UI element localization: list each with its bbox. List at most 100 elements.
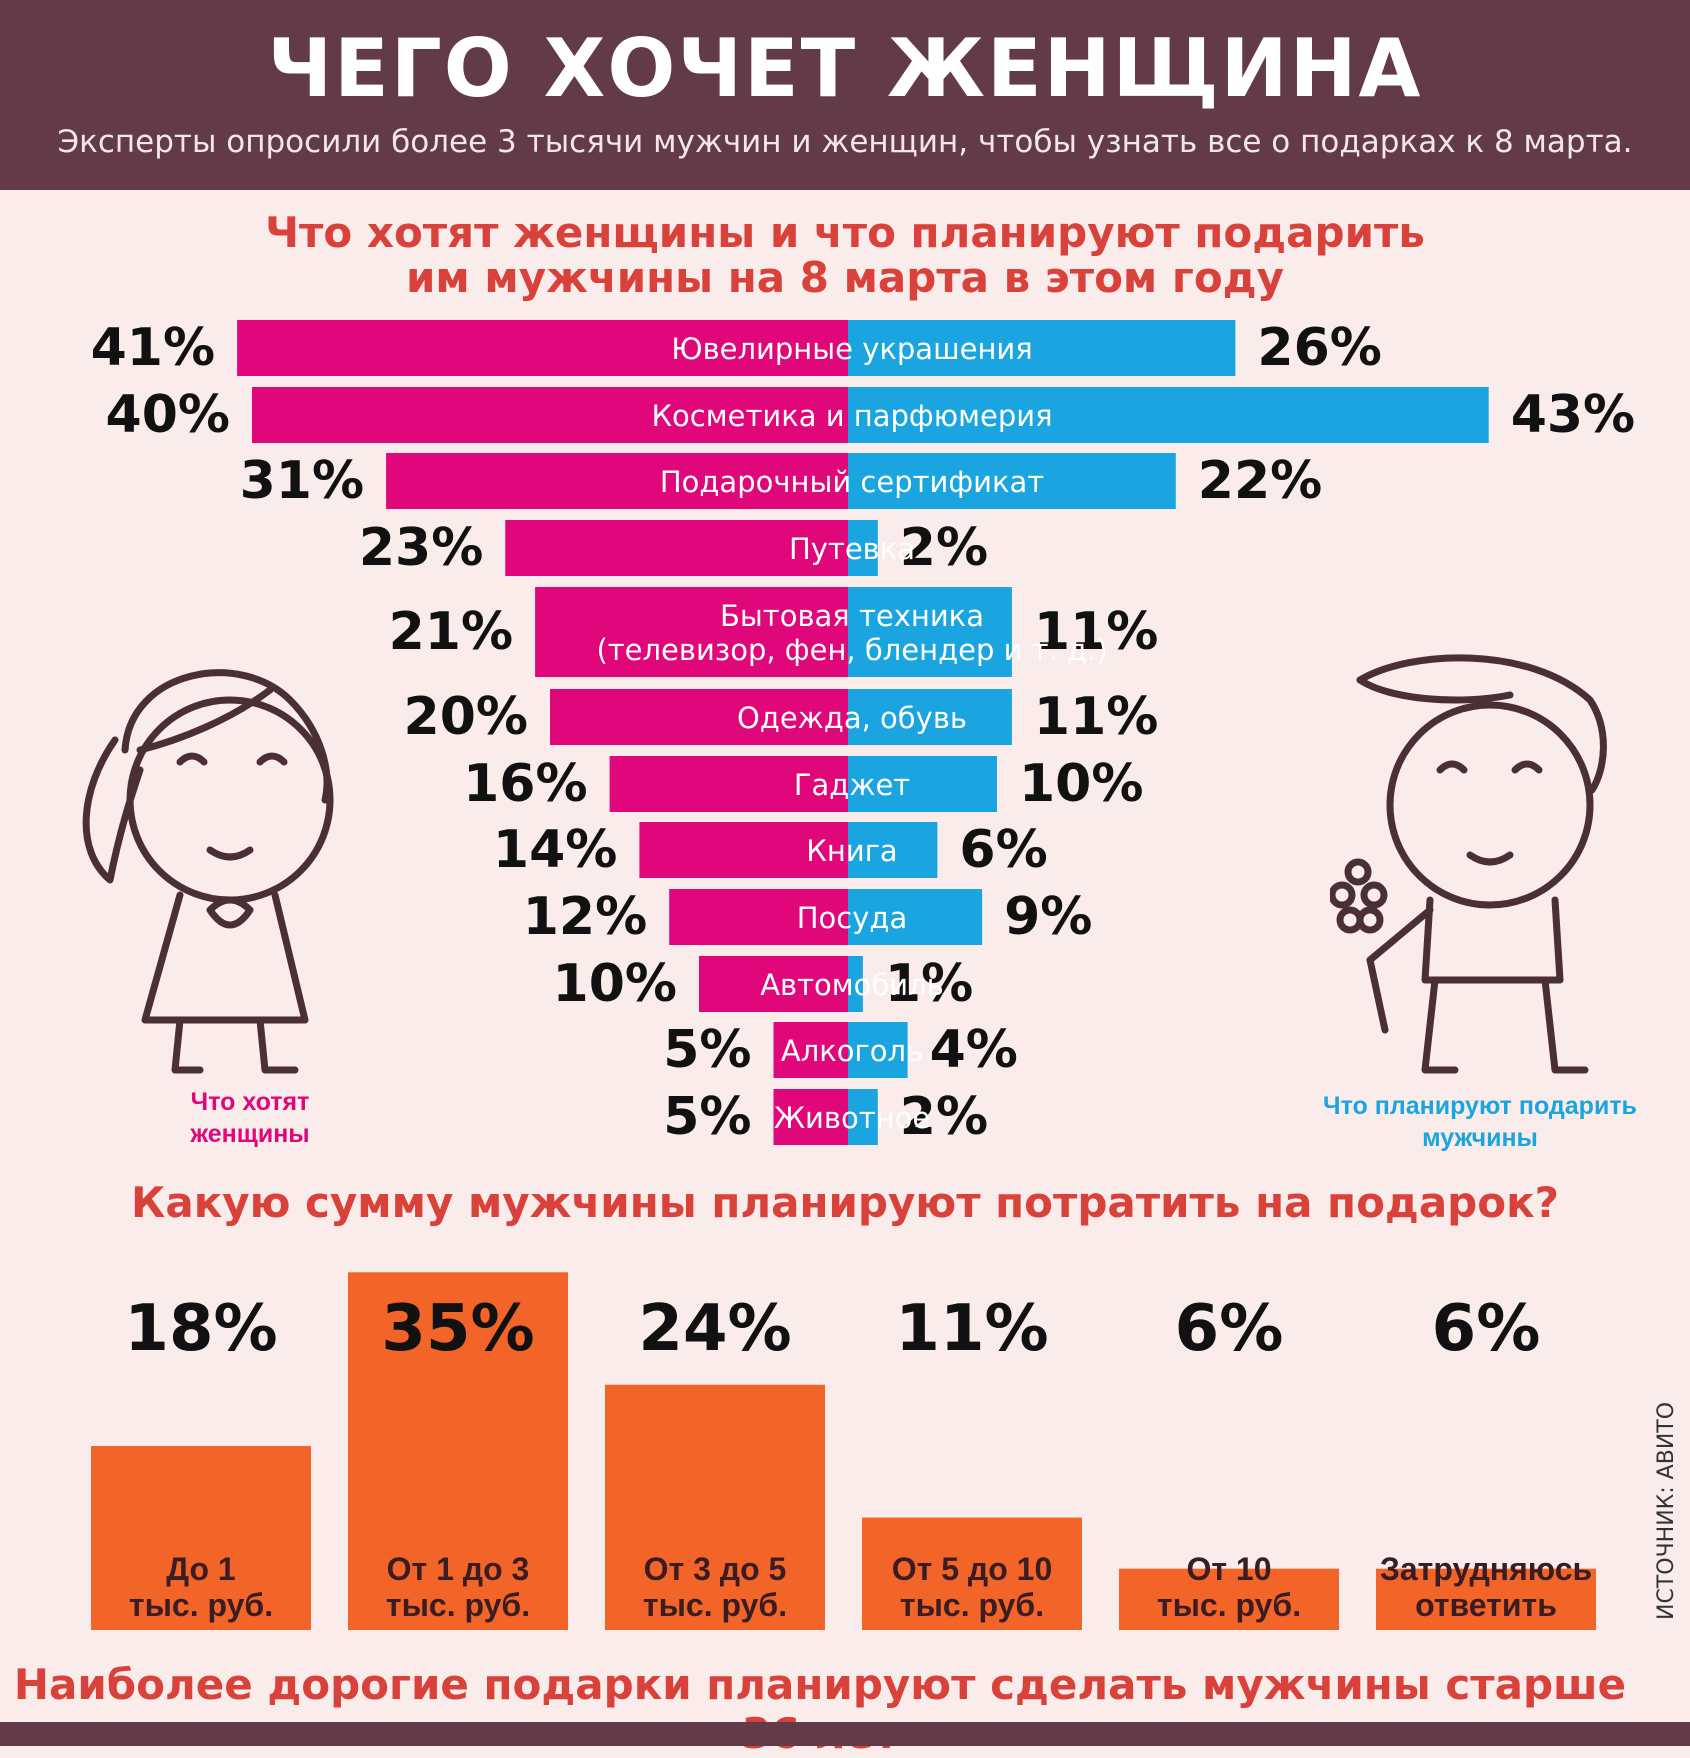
- label-women-3: 23%: [359, 518, 483, 578]
- category-label-10: Алкоголь: [781, 1034, 923, 1068]
- bar-men-4: [848, 587, 1012, 677]
- budget-label-1-line0: От 1 до 3: [387, 1551, 530, 1587]
- label-men-0: 26%: [1257, 318, 1381, 378]
- gifts-chart-title-line1: Что хотят женщины и что планируют подари…: [265, 208, 1425, 257]
- budget-value-0: 18%: [124, 1292, 277, 1366]
- category-label-3: Путевка: [789, 532, 915, 566]
- bar-men-11: [848, 1089, 878, 1145]
- bottom-note: Наиболее дорогие подарки планируют сдела…: [13, 1660, 1627, 1758]
- category-label-4-line0: Бытовая техника: [720, 599, 984, 633]
- label-women-8: 12%: [523, 887, 647, 947]
- source-label: ИСТОЧНИК: АВИТО: [1654, 1401, 1679, 1620]
- label-men-11: 2%: [900, 1087, 988, 1147]
- page-subtitle: Эксперты опросили более 3 тысячи мужчин …: [57, 124, 1633, 160]
- bar-men-5: [848, 689, 1012, 745]
- legend-women: Что хотят женщины: [140, 1086, 360, 1150]
- budget-bar-2: [605, 1384, 825, 1630]
- category-label-1: Косметика и парфюмерия: [651, 399, 1052, 433]
- bar-men-7: [848, 822, 938, 878]
- budget-label-2-line0: От 3 до 5: [644, 1551, 787, 1587]
- category-label-6: Гаджет: [794, 768, 910, 802]
- bar-women-2: [386, 453, 848, 509]
- label-men-4: 11%: [1034, 602, 1158, 662]
- budget-value-2: 24%: [638, 1292, 791, 1366]
- label-men-5: 11%: [1034, 687, 1158, 747]
- gifts-chart-title: Что хотят женщины и что планируют подари…: [0, 210, 1690, 300]
- bar-women-11: [773, 1089, 848, 1145]
- label-women-0: 41%: [91, 318, 215, 378]
- label-women-5: 20%: [404, 687, 528, 747]
- bar-men-9: [848, 956, 863, 1012]
- bar-women-7: [639, 822, 848, 878]
- budget-label-5-line0: Затрудняюсь: [1380, 1551, 1592, 1587]
- bar-women-0: [237, 320, 849, 376]
- bar-women-4: [535, 587, 848, 677]
- bar-women-10: [773, 1022, 848, 1078]
- budget-bar-5: [1376, 1568, 1596, 1630]
- bar-women-5: [550, 689, 848, 745]
- bar-women-6: [609, 756, 848, 812]
- budget-bar-4: [1119, 1568, 1339, 1630]
- bar-women-8: [669, 889, 848, 945]
- budget-label-1-line1: тыс. руб.: [386, 1587, 530, 1623]
- legend-women-line1: Что хотят: [190, 1088, 310, 1116]
- label-women-2: 31%: [240, 451, 364, 511]
- budget-label-0-line1: тыс. руб.: [129, 1587, 273, 1623]
- girl-illustration: [82, 669, 334, 1074]
- bar-men-0: [848, 320, 1236, 376]
- budget-chart-title: Какую сумму мужчины планируют потратить …: [131, 1178, 1559, 1227]
- label-men-6: 10%: [1019, 754, 1143, 814]
- header-banner: ЧЕГО ХОЧЕТ ЖЕНЩИНА Эксперты опросили бол…: [0, 0, 1690, 190]
- category-label-5: Одежда, обувь: [737, 701, 967, 735]
- category-label-2: Подарочный сертификат: [660, 465, 1044, 499]
- boy-illustration: [1330, 654, 1607, 1074]
- budget-label-4-line1: тыс. руб.: [1157, 1587, 1301, 1623]
- label-women-4: 21%: [389, 602, 513, 662]
- bar-men-6: [848, 756, 997, 812]
- label-women-6: 16%: [463, 754, 587, 814]
- category-label-8: Посуда: [797, 901, 907, 935]
- label-men-8: 9%: [1004, 887, 1092, 947]
- label-women-11: 5%: [663, 1087, 751, 1147]
- label-men-3: 2%: [900, 518, 988, 578]
- legend-men-line2: мужчины: [1422, 1124, 1538, 1152]
- gifts-chart-title-line2: им мужчины на 8 марта в этом году: [406, 253, 1284, 302]
- bar-men-3: [848, 520, 878, 576]
- bar-women-1: [252, 387, 848, 443]
- label-women-1: 40%: [106, 385, 230, 445]
- label-men-10: 4%: [930, 1020, 1018, 1080]
- legend-men: Что планируют подарить мужчины: [1290, 1090, 1670, 1154]
- budget-label-3-line1: тыс. руб.: [900, 1587, 1044, 1623]
- budget-label-5-line1: ответить: [1415, 1587, 1557, 1623]
- budget-label-2-line1: тыс. руб.: [643, 1587, 787, 1623]
- label-men-2: 22%: [1198, 451, 1322, 511]
- category-label-0: Ювелирные украшения: [671, 332, 1032, 366]
- label-women-10: 5%: [663, 1020, 751, 1080]
- budget-value-5: 6%: [1432, 1292, 1541, 1366]
- budget-label-0-line0: До 1: [166, 1551, 235, 1587]
- category-label-7: Книга: [806, 834, 897, 868]
- budget-value-3: 11%: [895, 1292, 1048, 1366]
- budget-label-3-line0: От 5 до 10: [892, 1551, 1052, 1587]
- budget-bar-3: [862, 1517, 1082, 1630]
- label-women-7: 14%: [493, 820, 617, 880]
- page-title: ЧЕГО ХОЧЕТ ЖЕНЩИНА: [267, 22, 1423, 115]
- label-men-1: 43%: [1511, 385, 1635, 445]
- category-label-4-line1: (телевизор, фен, блендер и т. д.): [596, 633, 1107, 667]
- bar-women-3: [505, 520, 848, 576]
- label-men-9: 1%: [885, 954, 973, 1014]
- legend-women-line2: женщины: [190, 1120, 310, 1148]
- budget-bar-1: [348, 1272, 568, 1630]
- label-women-9: 10%: [553, 954, 677, 1014]
- category-label-9: Автомобиль: [760, 968, 944, 1002]
- bar-men-8: [848, 889, 983, 945]
- bar-men-10: [848, 1022, 908, 1078]
- budget-value-4: 6%: [1175, 1292, 1284, 1366]
- bar-men-1: [848, 387, 1489, 443]
- legend-men-line1: Что планируют подарить: [1323, 1092, 1637, 1120]
- budget-value-1: 35%: [381, 1292, 534, 1366]
- category-label-11: Животное: [774, 1101, 930, 1135]
- budget-bar-0: [91, 1446, 311, 1630]
- bar-women-9: [699, 956, 848, 1012]
